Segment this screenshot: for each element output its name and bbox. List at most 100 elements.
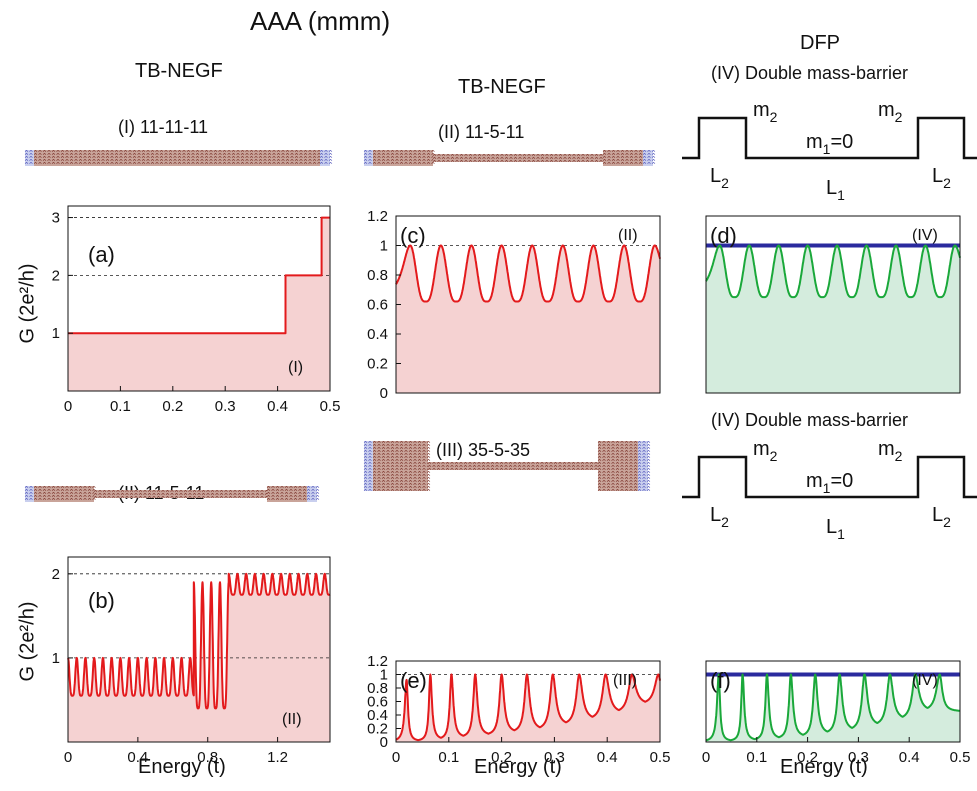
- panel-d: [705, 215, 961, 394]
- axes-frame-d: [705, 215, 961, 394]
- nanoribbon-11-11-11-lead-left: [24, 150, 34, 166]
- nanoribbon-35-5-35-wide-right: [597, 441, 638, 491]
- panel-label-b: (b): [88, 588, 115, 613]
- barrier-diagram-top-L1-sub: 1: [837, 187, 845, 203]
- barrier-diagram-bottom-m2-right: m2: [878, 438, 903, 464]
- x-tick-label-f-2: 0.2: [797, 749, 818, 766]
- x-tick-label-a-4: 0.4: [267, 398, 288, 415]
- case-label-a: (I): [288, 359, 303, 376]
- nanoribbon-11-5-11-b-narrow: [93, 490, 269, 498]
- axes-frame-a: [67, 205, 331, 392]
- panel-e: [395, 660, 661, 743]
- x-tick-label-b-3: 1.2: [267, 749, 288, 766]
- barrier-diagram-bottom-m2-left: m2: [753, 438, 778, 464]
- case-label-e: (III): [613, 672, 637, 689]
- x-tick-label-b-1: 0.4: [127, 749, 148, 766]
- y-tick-label-c-0: 0: [380, 385, 388, 402]
- y-tick-label-c-2: 0.4: [367, 326, 388, 343]
- x-tick-label-b-2: 0.8: [197, 749, 218, 766]
- x-tick-label-f-0: 0: [702, 749, 710, 766]
- series-line-b: [67, 572, 331, 710]
- barrier-diagram-top-L1: L1: [826, 177, 845, 203]
- barrier-diagram-bottom-L2-right-sub: 2: [943, 514, 951, 530]
- x-tick-label-f-4: 0.4: [899, 749, 920, 766]
- nanoribbon-11-5-11-c-wide-left-bg: [373, 150, 433, 166]
- barrier-diagram-top-L2-right: L2: [932, 165, 951, 191]
- barrier-diagram-top-m1-eq: =0: [830, 131, 853, 153]
- barrier-diagram-bottom-L1: L1: [826, 516, 845, 542]
- y-tick-label-a-1: 2: [52, 267, 60, 284]
- barrier-diagram-top-m2-right-sub: 2: [895, 109, 903, 125]
- nanoribbon-11-5-11-b-lead-right-lattice: [306, 486, 320, 500]
- nanoribbon-35-5-35-lead-right: [637, 441, 651, 491]
- area-fill-f: [706, 674, 960, 742]
- y-tick-label-a-0: 1: [52, 325, 60, 342]
- y-tick-label-a-2: 3: [52, 210, 60, 227]
- x-tick-label-e-2: 0.2: [491, 749, 512, 766]
- barrier-diagram-top-m2-left: m2: [753, 99, 778, 125]
- nanoribbon-11-5-11-c-lead-left-bg: [364, 150, 373, 166]
- nanoribbon-11-5-11-c-narrow-bg: [433, 154, 603, 162]
- axes-frame-b: [67, 556, 331, 743]
- y-tick-label-e-3: 0.6: [367, 694, 388, 711]
- x-tick-label-a-1: 0.1: [110, 398, 131, 415]
- nanoribbon-11-5-11-c-wide-left: [372, 150, 435, 166]
- barrier-diagram-top-L2-right-sub: 2: [943, 175, 951, 191]
- nanoribbon-35-5-35-lead-left-bg: [364, 441, 373, 491]
- nanoribbon-11-5-11-c-narrow: [432, 154, 603, 162]
- x-tick-label-e-0: 0: [392, 749, 400, 766]
- nanoribbon-11-5-11-c-wide-right-lattice: [602, 150, 643, 164]
- nanoribbon-11-5-11-c-lead-right-lattice: [642, 150, 656, 164]
- nanoribbon-11-5-11-b-wide-right-bg: [267, 486, 307, 502]
- nanoribbon-35-5-35-lead-left-lattice: [363, 441, 372, 491]
- nanoribbon-35-5-35-lead-left: [363, 441, 373, 491]
- axes-frame-f: [705, 660, 961, 743]
- case-label-c: (II): [618, 227, 638, 244]
- barrier-diagram-bottom: m2 m2 m1=0 L2 L2 L1: [682, 438, 977, 542]
- x-tick-label-a-5: 0.5: [320, 398, 341, 415]
- figure-title: AAA (mmm): [250, 6, 391, 36]
- x-tick-label-f-5: 0.5: [950, 749, 971, 766]
- panel-label-f: (f): [710, 668, 731, 693]
- x-tick-label-f-1: 0.1: [746, 749, 767, 766]
- nanoribbon-11-5-11-c-wide-left-lattice: [372, 150, 435, 164]
- panel-label-a: (a): [88, 242, 115, 267]
- barrier-diagram-bottom-m1: m1=0: [806, 470, 853, 496]
- nanoribbon-11-5-11-b-wide-right-lattice: [266, 486, 307, 500]
- col2-heading: TB-NEGF: [458, 76, 546, 98]
- x-tick-label-a-2: 0.2: [162, 398, 183, 415]
- series-line-a: [68, 216, 330, 335]
- nanoribbon-11-5-11-b-wide-right: [266, 486, 307, 502]
- y-tick-label-c-5: 1: [380, 238, 388, 255]
- nanoribbon-11-5-11-c-lead-left-lattice: [363, 150, 372, 164]
- case-label-b: (II): [282, 711, 302, 728]
- barrier-diagram-top-m1-sub: 1: [823, 141, 831, 157]
- x-tick-label-e-3: 0.3: [544, 749, 565, 766]
- col1-heading: TB-NEGF: [135, 60, 223, 82]
- nanoribbon-11-5-11-c-lead-right-bg: [643, 150, 653, 166]
- series-line-d: [705, 244, 961, 299]
- area-fill-b: [68, 573, 330, 742]
- barrier-diagram-bottom-m2-left-sub: 2: [770, 448, 778, 464]
- x-tick-label-e-1: 0.1: [438, 749, 459, 766]
- nanoribbon-35-5-35-narrow: [427, 462, 598, 470]
- x-tick-label-a-0: 0: [64, 398, 72, 415]
- panel-c: [395, 215, 661, 394]
- nanoribbon-11-5-11-b-narrow-lattice: [93, 490, 269, 498]
- y-tick-label-c-4: 0.8: [367, 267, 388, 284]
- y-tick-label-b-0: 1: [52, 650, 60, 667]
- nanoribbon-11-5-11-c-wide-right: [602, 150, 643, 166]
- x-tick-label-e-4: 0.4: [597, 749, 618, 766]
- series-line-f: [705, 673, 961, 742]
- panel-a: [67, 205, 331, 392]
- case-label-f: (IV): [912, 672, 938, 689]
- y-tick-label-c-6: 1.2: [367, 208, 388, 225]
- barrier-diagram-top-m2-left-sub: 2: [770, 109, 778, 125]
- nanoribbon-35-5-35-narrow-bg: [428, 462, 598, 470]
- barrier-diagram-bottom-L2-left: L2: [710, 504, 729, 530]
- nanoribbon-11-5-11-b-lead-left: [24, 486, 34, 502]
- barrier-diagram-top-profile: [682, 116, 977, 160]
- barrier-diagram-top-m1: m1=0: [806, 131, 853, 157]
- barrier-diagram-bottom-m1-eq: =0: [830, 470, 853, 492]
- barrier-diagram-bottom-L2-right: L2: [932, 504, 951, 530]
